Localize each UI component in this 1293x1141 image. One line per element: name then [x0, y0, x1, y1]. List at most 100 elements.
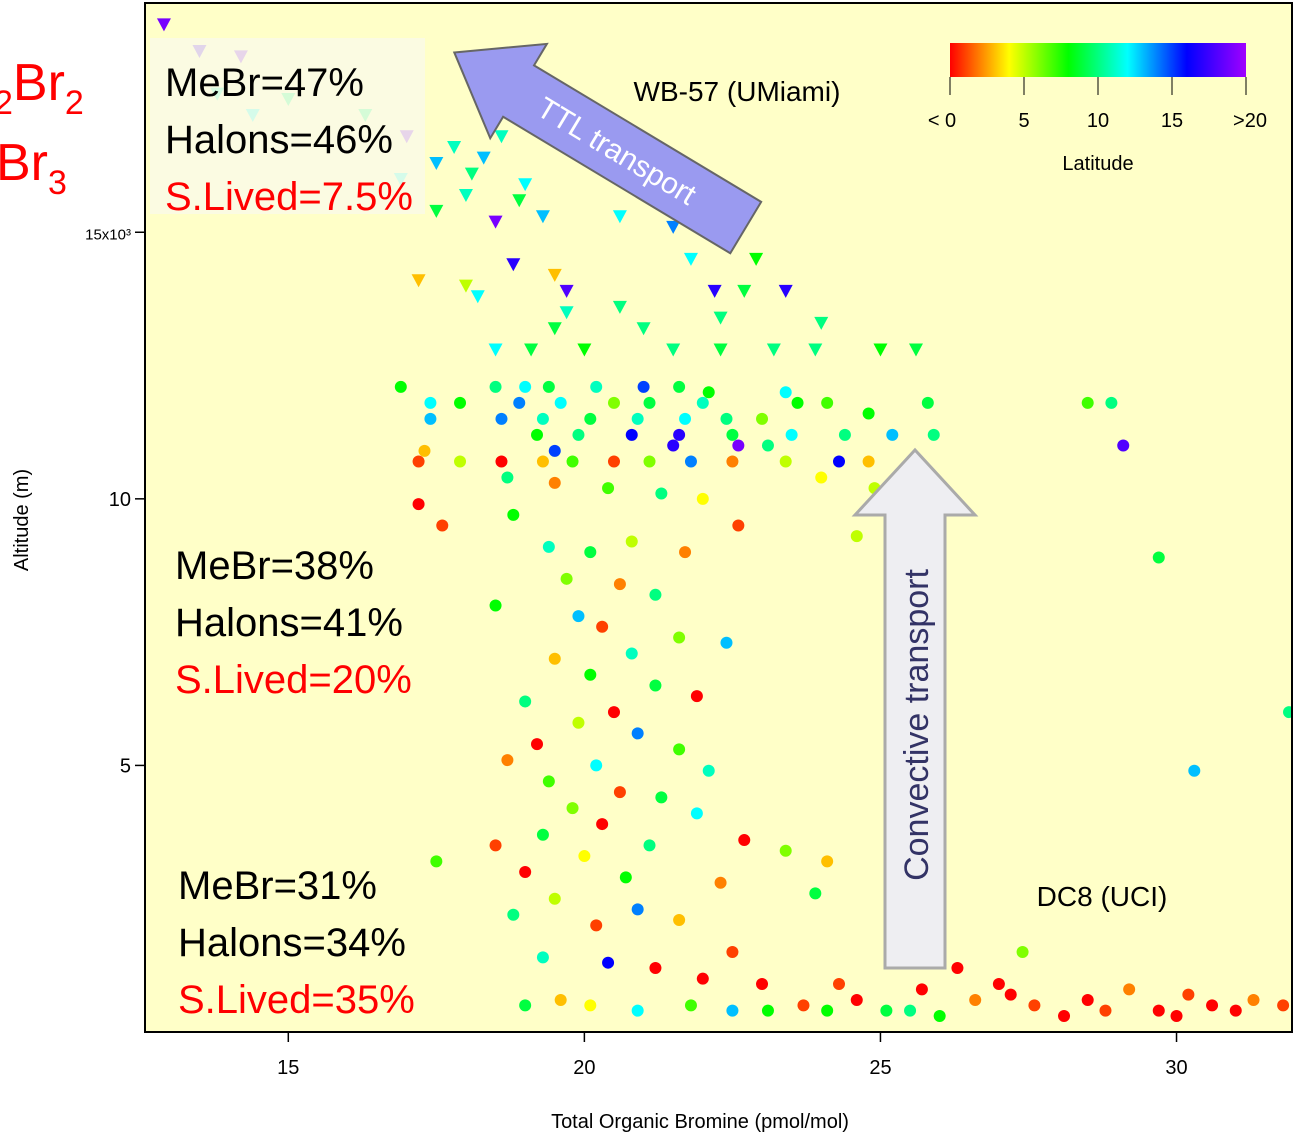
- triangle-point: [766, 343, 781, 357]
- circle-point: [625, 535, 638, 548]
- circle-point: [637, 380, 650, 393]
- arrow-label: Convective transport: [898, 569, 936, 881]
- circle-point: [1152, 551, 1165, 564]
- triangle-point: [506, 258, 521, 272]
- circle-point: [696, 972, 709, 985]
- circle-point: [1247, 994, 1260, 1007]
- circle-point: [761, 439, 774, 452]
- circle-point: [720, 636, 733, 649]
- circle-point: [821, 396, 834, 409]
- triangle-point: [547, 268, 562, 282]
- circle-point: [548, 444, 561, 457]
- composition-text: MeBr=47%: [165, 61, 364, 105]
- circle-point: [702, 764, 715, 777]
- triangle-point: [488, 343, 503, 357]
- triangle-point: [470, 290, 485, 304]
- circle-point: [412, 455, 425, 468]
- circle-point: [519, 999, 532, 1012]
- circle-point: [643, 455, 656, 468]
- circle-point: [607, 706, 620, 719]
- circle-point: [1099, 1004, 1112, 1017]
- circle-point: [513, 396, 526, 409]
- circle-point: [673, 743, 686, 756]
- cut-label: Br3: [0, 134, 67, 202]
- triangle-point: [411, 274, 426, 288]
- circle-point: [732, 519, 745, 532]
- triangle-point: [612, 210, 627, 224]
- triangle-point: [494, 130, 509, 144]
- circle-point: [1123, 983, 1136, 996]
- circle-point: [519, 866, 532, 879]
- circle-point: [631, 727, 644, 740]
- triangle-point: [476, 151, 491, 165]
- circle-point: [507, 908, 520, 921]
- circle-point: [1117, 439, 1130, 452]
- colorbar: [950, 43, 1246, 77]
- circle-point: [1028, 999, 1041, 1012]
- circle-point: [696, 396, 709, 409]
- circle-point: [424, 396, 437, 409]
- circle-point: [566, 455, 579, 468]
- x-tick-label: 15: [277, 1057, 299, 1079]
- triangle-point: [612, 300, 627, 314]
- colorbar-tick-label: 10: [1087, 110, 1109, 132]
- colorbar-tick-label: < 0: [928, 110, 956, 132]
- circle-point: [501, 471, 514, 484]
- circle-point: [1170, 1010, 1183, 1023]
- annotation: WB-57 (UMiami): [634, 76, 841, 107]
- y-axis-label: Altitude (m): [11, 469, 33, 571]
- circle-point: [584, 668, 597, 681]
- circle-point: [655, 791, 668, 804]
- circle-point: [969, 994, 982, 1007]
- circle-point: [625, 428, 638, 441]
- circle-point: [726, 455, 739, 468]
- circle-point: [643, 396, 656, 409]
- circle-point: [1229, 1004, 1242, 1017]
- circle-point: [679, 412, 692, 425]
- circle-point: [862, 455, 875, 468]
- colorbar-tick-label: >20: [1233, 110, 1267, 132]
- circle-point: [631, 412, 644, 425]
- circle-point: [850, 530, 863, 543]
- triangle-point: [814, 316, 829, 330]
- convective-arrow: [851, 447, 979, 970]
- circle-point: [679, 546, 692, 559]
- circle-point: [992, 978, 1005, 991]
- circle-point: [696, 492, 709, 505]
- triangle-point: [808, 343, 823, 357]
- triangle-point: [518, 178, 533, 192]
- circle-point: [862, 407, 875, 420]
- circle-point: [761, 1004, 774, 1017]
- circle-point: [927, 428, 940, 441]
- cut-label: 2Br2: [0, 54, 84, 122]
- composition-text: S.Lived=35%: [178, 978, 415, 1022]
- circle-point: [542, 775, 555, 788]
- circle-point: [838, 428, 851, 441]
- plot-frame: [144, 2, 1293, 1033]
- circle-point: [785, 428, 798, 441]
- circle-point: [673, 380, 686, 393]
- circle-point: [489, 599, 502, 612]
- circle-point: [886, 428, 899, 441]
- cut-label-part: 2: [65, 84, 84, 122]
- triangle-point: [559, 306, 574, 320]
- circle-point: [501, 754, 514, 767]
- circle-point: [631, 1004, 644, 1017]
- circle-point: [602, 956, 615, 969]
- circle-point: [673, 914, 686, 927]
- circle-point: [933, 1010, 946, 1023]
- y-tick-label: 5: [120, 755, 131, 777]
- triangle-point: [464, 167, 479, 181]
- triangle-point: [429, 204, 444, 218]
- circle-point: [536, 455, 549, 468]
- x-axis-label: Total Organic Bromine (pmol/mol): [551, 1111, 849, 1133]
- circle-point: [1105, 396, 1118, 409]
- circle-point: [673, 631, 686, 644]
- circle-point: [732, 439, 745, 452]
- colorbar-tick-label: 15: [1161, 110, 1183, 132]
- circle-point: [720, 412, 733, 425]
- circle-point: [607, 455, 620, 468]
- x-tick-label: 30: [1165, 1057, 1187, 1079]
- circle-point: [921, 396, 934, 409]
- triangle-point: [737, 284, 752, 298]
